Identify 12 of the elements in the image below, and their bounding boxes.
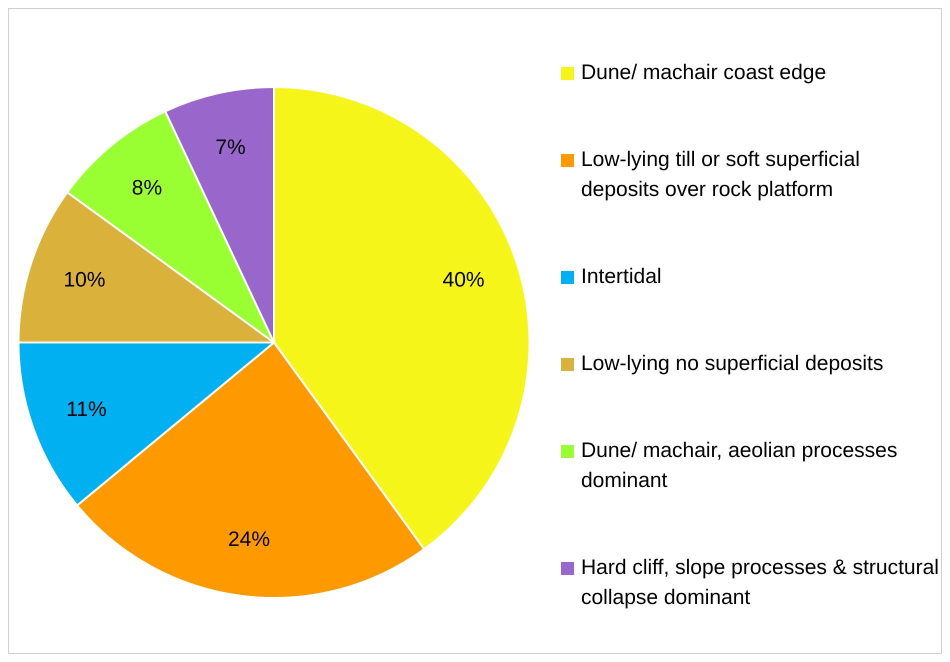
data-label: 8% xyxy=(132,176,162,200)
legend-label: Dune/ machair coast edge xyxy=(581,60,826,86)
legend-label: Dune/ machair, aeolian processes dominant xyxy=(581,438,898,494)
data-label: 11% xyxy=(66,398,107,421)
data-label: 7% xyxy=(215,136,246,159)
data-label: 10% xyxy=(63,268,106,292)
data-label: 24% xyxy=(228,528,270,552)
legend-label: Intertidal xyxy=(581,264,662,290)
legend-label: Low-lying no superficial deposits xyxy=(581,350,884,376)
legend-label: Low-lying till or soft superficial deposits over rock platform xyxy=(581,146,861,202)
data-label: 40% xyxy=(442,268,485,292)
legend-label: Hard cliff, slope processes & structural collapse dominant xyxy=(581,554,940,610)
